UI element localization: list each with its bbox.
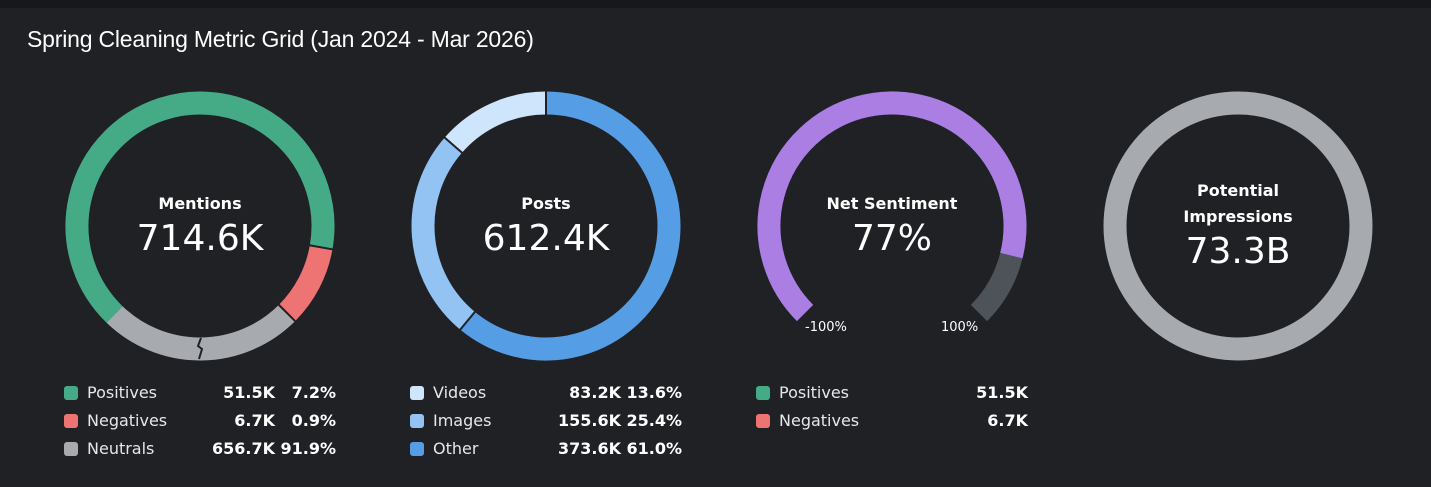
other-swatch	[410, 442, 424, 456]
mentions-arc-positives	[65, 91, 335, 323]
legend-item-images: Images 155.6K 25.4%	[410, 409, 682, 437]
positives-swatch	[756, 386, 770, 400]
legend-item-negatives: Negatives 6.7K 0.9%	[64, 409, 336, 437]
impressions-donut	[1103, 91, 1373, 361]
legend-item-positives: Positives 51.5K 7.2%	[64, 381, 336, 409]
mentions-widget: Mentions 714.6K	[62, 88, 338, 364]
positives-swatch	[64, 386, 78, 400]
impressions-label-line1: Potential	[1196, 181, 1280, 200]
legend-item-videos: Videos 83.2K 13.6%	[410, 381, 682, 409]
legend-value: 155.6K	[557, 411, 621, 430]
legend-name: Positives	[87, 383, 158, 402]
legend-name: Videos	[433, 383, 487, 402]
images-swatch	[410, 414, 424, 428]
legend-name: Images	[433, 411, 492, 430]
impressions-value: 73.3B	[1185, 231, 1291, 272]
sentiment-widget: Net Sentiment 77% -100% 100%	[754, 88, 1030, 364]
posts-arc-videos	[444, 91, 547, 153]
top-bar	[0, 0, 1431, 8]
page-title: Spring Cleaning Metric Grid (Jan 2024 - …	[27, 26, 534, 52]
legend-percent: 61.0%	[626, 439, 682, 458]
legend-value: 373.6K	[557, 439, 621, 458]
posts-label: Posts	[521, 194, 571, 213]
legend-value: 656.7K	[211, 439, 275, 458]
posts-arc-other	[460, 91, 681, 361]
posts-donut	[411, 91, 681, 361]
mentions-arc-negatives	[278, 245, 333, 322]
posts-separator-2	[459, 310, 476, 331]
legend-percent: 7.2%	[291, 383, 336, 402]
legend-name: Neutrals	[87, 439, 155, 458]
posts-widget: Posts 612.4K	[408, 88, 684, 364]
posts-legend: Videos 83.2K 13.6% Images 155.6K 25.4% O…	[410, 381, 682, 465]
videos-swatch	[410, 386, 424, 400]
legend-item-other: Other 373.6K 61.0%	[410, 437, 682, 465]
sentiment-label: Net Sentiment	[826, 194, 958, 213]
impressions-ring	[1103, 91, 1373, 361]
legend-value: 51.5K	[223, 383, 275, 402]
mentions-separator-1	[309, 244, 334, 251]
legend-name: Negatives	[779, 411, 860, 430]
gauge-max-label: 100%	[941, 320, 979, 335]
mentions-value: 714.6K	[136, 218, 264, 259]
impressions-label-line2: Impressions	[1183, 207, 1293, 226]
legend-value: 83.2K	[569, 383, 621, 402]
legend-value: 6.7K	[234, 411, 275, 430]
mentions-label: Mentions	[158, 194, 242, 213]
negatives-swatch	[64, 414, 78, 428]
legend-percent: 25.4%	[626, 411, 682, 430]
neutrals-swatch	[64, 442, 78, 456]
sentiment-legend: Positives 51.5K Negatives 6.7K	[756, 381, 1028, 437]
sentiment-arc-rest	[970, 252, 1023, 322]
legend-item-neutrals: Neutrals 656.7K 91.9%	[64, 437, 336, 465]
mentions-break-mark	[196, 337, 204, 360]
legend-name: Positives	[779, 383, 850, 402]
sentiment-gauge	[757, 91, 1027, 322]
posts-arc-images	[411, 137, 476, 330]
mentions-donut	[65, 91, 335, 361]
legend-name: Other	[433, 439, 479, 458]
posts-value: 612.4K	[482, 218, 610, 259]
legend-item-negatives: Negatives 6.7K	[756, 409, 1028, 437]
gauge-min-label: -100%	[805, 320, 847, 335]
sentiment-value: 77%	[851, 218, 932, 259]
legend-item-positives: Positives 51.5K	[756, 381, 1028, 409]
legend-percent: 13.6%	[626, 383, 682, 402]
legend-percent: 91.9%	[280, 439, 336, 458]
legend-value: 51.5K	[976, 383, 1028, 402]
mentions-separator-2	[277, 303, 297, 323]
legend-name: Negatives	[87, 411, 168, 430]
posts-separator-3	[443, 136, 463, 154]
legend-value: 6.7K	[987, 411, 1028, 430]
negatives-swatch	[756, 414, 770, 428]
sentiment-arc-value	[757, 91, 1027, 322]
mentions-legend: Positives 51.5K 7.2% Negatives 6.7K 0.9%…	[64, 381, 336, 465]
impressions-widget: Potential Impressions 73.3B	[1100, 88, 1376, 364]
legend-percent: 0.9%	[291, 411, 336, 430]
